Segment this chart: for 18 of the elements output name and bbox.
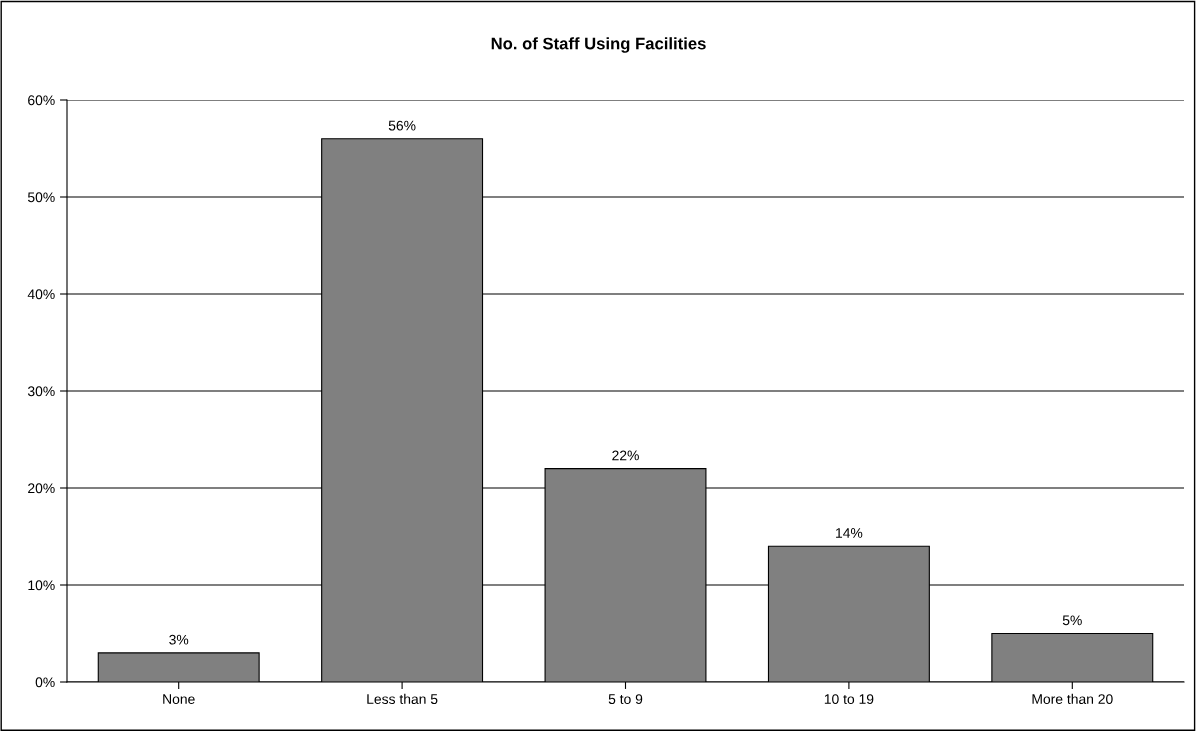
y-tick-label: 30%	[27, 386, 55, 397]
data-label: 56%	[388, 120, 416, 131]
data-label: 3%	[169, 634, 189, 645]
y-tick-label: 40%	[27, 289, 55, 300]
x-tick-label: None	[163, 694, 195, 705]
data-label: 22%	[612, 450, 639, 461]
x-tick-label: 5 to 9	[608, 694, 643, 705]
y-tick-label: 60%	[28, 95, 55, 106]
y-tick-label: 10%	[28, 580, 55, 591]
y-tick-label: 50%	[27, 192, 55, 203]
x-tick-label: More than 20	[1032, 693, 1113, 705]
data-label: 14%	[836, 528, 863, 538]
chart-title: No. of Staff Using Facilities	[491, 37, 706, 53]
x-tick-label: Less than 5	[367, 693, 438, 705]
y-tick-label: 0%	[35, 677, 55, 688]
x-tick-label: 10 to 19	[824, 694, 874, 705]
y-tick-label: 20%	[28, 483, 55, 494]
data-label: 5%	[1062, 615, 1082, 626]
